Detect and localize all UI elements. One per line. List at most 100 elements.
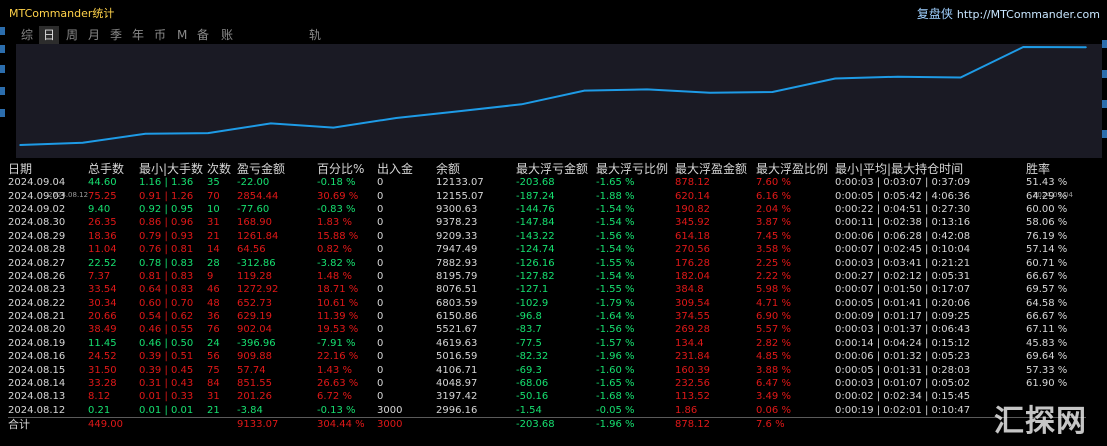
- equity-point: [144, 132, 147, 135]
- col-minmax[interactable]: 最小|大手数: [139, 162, 204, 176]
- cell-balance: 6150.86: [436, 311, 478, 323]
- table-row[interactable]: 2024.08.21 20.66 0.54 | 0.62 36 629.19 11.39 …: [8, 310, 1086, 323]
- cell-date: 2024.09.04: [8, 177, 66, 189]
- table-row[interactable]: 2024.08.22 30.34 0.60 | 0.70 48 652.73 10.61 …: [8, 297, 1086, 310]
- cell-maxfp: 182.04: [675, 270, 710, 282]
- cell-io: 0: [377, 230, 384, 242]
- total-maxfp-pct: 7.6 %: [756, 417, 835, 432]
- cell-maxdd-pct: -1.56 %: [596, 230, 635, 242]
- tab-note[interactable]: 备: [197, 28, 210, 42]
- cell-balance: 9209.33: [436, 230, 478, 242]
- total-empty: [835, 417, 1026, 432]
- cell-hold: 0:00:02 | 0:02:34 | 0:15:45: [835, 391, 971, 403]
- tab-currency[interactable]: 币: [154, 28, 167, 42]
- equity-point: [332, 126, 335, 129]
- tab-account[interactable]: 账户: [221, 28, 234, 60]
- table-row[interactable]: 2024.08.15 31.50 0.39 | 0.45 75 57.74 1.43 % 0…: [8, 363, 1086, 376]
- table-row[interactable]: 2024.08.14 33.28 0.31 | 0.43 84 851.55 26.63 …: [8, 377, 1086, 390]
- cell-pct: -0.18 %: [317, 177, 356, 189]
- table-row[interactable]: 2024.08.30 26.35 0.86 | 0.96 31 168.90 1.83 %…: [8, 216, 1086, 229]
- cell-balance: 8076.51: [436, 284, 478, 296]
- table-row[interactable]: 2024.08.29 18.36 0.79 | 0.93 21 1261.84 15.88…: [8, 230, 1086, 243]
- cell-maxfp-pct: 7.45 %: [756, 230, 791, 242]
- cell-balance: 7882.93: [436, 257, 478, 269]
- table-row[interactable]: 2024.09.04 44.60 1.16 | 1.36 35 -22.00 -0.18 …: [8, 176, 1086, 189]
- cell-maxfp: 309.54: [675, 297, 710, 309]
- cell-maxdd-pct: -1.65 %: [596, 378, 635, 390]
- cell-hold: 0:00:14 | 0:04:24 | 0:15:12: [835, 337, 971, 349]
- cell-pnl: 2854.44: [237, 190, 279, 202]
- tab-day[interactable]: 日: [39, 26, 60, 44]
- col-maxfp[interactable]: 最大浮盈金额: [675, 162, 748, 176]
- cell-maxfp: 878.12: [675, 177, 710, 189]
- cell-count: 70: [207, 190, 220, 202]
- cell-maxdd-pct: -1.79 %: [596, 297, 635, 309]
- cell-hold: 0:00:03 | 0:01:07 | 0:05:02: [835, 378, 971, 390]
- cell-maxdd: -77.5: [516, 337, 542, 349]
- cell-maxfp: 614.18: [675, 230, 710, 242]
- cell-count: 24: [207, 337, 220, 349]
- table-row[interactable]: 2024.08.19 11.45 0.46 | 0.50 24 -396.96 -7.91…: [8, 337, 1086, 350]
- cell-io: 0: [377, 391, 384, 403]
- cell-pct: 1.43 %: [317, 364, 352, 376]
- col-maxdd[interactable]: 最大浮亏金额: [516, 162, 589, 176]
- table-row[interactable]: 2024.09.02 9.40 0.92 | 0.95 10 -77.60 -0.83 %…: [8, 203, 1086, 216]
- cell-maxfp: 176.28: [675, 257, 710, 269]
- col-date[interactable]: 日期: [8, 162, 33, 176]
- cell-pnl: 909.88: [237, 351, 272, 363]
- brand-link[interactable]: 复盘侠 http://MTCommander.com: [917, 5, 1100, 22]
- equity-line: [19, 45, 1087, 146]
- cell-pnl: -3.84: [237, 404, 263, 416]
- tab-track[interactable]: 轨迹: [309, 28, 322, 60]
- cell-io: 3000: [377, 404, 403, 416]
- right-scroll-marks: [1101, 40, 1107, 175]
- cell-lots: 9.40: [88, 203, 111, 215]
- cell-maxdd: -203.68: [516, 177, 555, 189]
- cell-date: 2024.08.15: [8, 364, 66, 376]
- table-row[interactable]: 2024.08.27 22.52 0.78 | 0.83 28 -312.86 -3.82…: [8, 256, 1086, 269]
- col-hold[interactable]: 最小|平均|最大持仓时间: [835, 162, 964, 176]
- cell-balance: 5016.59: [436, 351, 478, 363]
- table-row[interactable]: 2024.08.12 0.21 0.01 | 0.01 21 -3.84 -0.13 % 3…: [8, 404, 1086, 418]
- equity-point: [81, 142, 84, 144]
- cell-lots: 44.60: [88, 177, 117, 189]
- tab-m[interactable]: M: [177, 28, 188, 42]
- cell-pct: -0.13 %: [317, 404, 356, 416]
- cell-count: 9: [207, 270, 214, 282]
- cell-pct: 6.72 %: [317, 391, 352, 403]
- tab-quarter[interactable]: 季: [110, 28, 123, 42]
- col-pnl[interactable]: 盈亏金额: [237, 162, 286, 176]
- cell-balance: 4048.97: [436, 378, 478, 390]
- cell-maxfp-pct: 6.90 %: [756, 311, 791, 323]
- cell-pct: 1.83 %: [317, 217, 352, 229]
- cell-maxfp: 1.86: [675, 404, 698, 416]
- col-count[interactable]: 次数: [207, 162, 232, 176]
- left-scroll-marks: [0, 25, 6, 175]
- cell-maxdd-pct: -1.96 %: [596, 351, 635, 363]
- cell-lots: 20.66: [88, 311, 117, 323]
- table-row[interactable]: 2024.08.28 11.04 0.76 | 0.81 14 64.56 0.82 % 0…: [8, 243, 1086, 256]
- table-header: 日期 总手数 最小|大手数 次数 盈亏金额 百分比% 出入金 余额 最大浮亏金额…: [8, 162, 1086, 176]
- col-winrate[interactable]: 胜率: [1026, 162, 1051, 176]
- col-io[interactable]: 出入金: [377, 162, 414, 176]
- col-lots[interactable]: 总手数: [88, 162, 125, 176]
- col-balance[interactable]: 余额: [436, 162, 461, 176]
- cell-maxdd-pct: -1.57 %: [596, 337, 635, 349]
- col-maxfp-pct[interactable]: 最大浮盈比例: [756, 162, 829, 176]
- col-pct[interactable]: 百分比%: [317, 162, 365, 176]
- table-row[interactable]: 2024.08.20 38.49 0.46 | 0.55 76 902.04 19.53 …: [8, 323, 1086, 336]
- cell-balance: 6803.59: [436, 297, 478, 309]
- tab-week[interactable]: 周: [66, 28, 79, 42]
- cell-count: 14: [207, 244, 220, 256]
- table-row[interactable]: 2024.08.16 24.52 0.39 | 0.51 56 909.88 22.16 …: [8, 350, 1086, 363]
- table-row[interactable]: 2024.08.23 33.54 0.64 | 0.83 46 1272.92 18.71…: [8, 283, 1086, 296]
- cell-io: 0: [377, 378, 384, 390]
- tab-summary[interactable]: 综: [21, 28, 34, 42]
- table-row[interactable]: 2024.08.13 8.12 0.01 | 0.33 31 201.26 6.72 % 0…: [8, 390, 1086, 403]
- col-maxdd-pct[interactable]: 最大浮亏比例: [596, 162, 669, 176]
- equity-point: [897, 75, 899, 78]
- tab-year[interactable]: 年: [132, 28, 145, 42]
- table-row[interactable]: 2024.09.03 75.25 0.91 | 1.26 70 2854.44 30.69…: [8, 189, 1086, 202]
- tab-month[interactable]: 月: [88, 28, 101, 42]
- table-row[interactable]: 2024.08.26 7.37 0.81 | 0.83 9 119.28 1.48 % 0 8…: [8, 270, 1086, 283]
